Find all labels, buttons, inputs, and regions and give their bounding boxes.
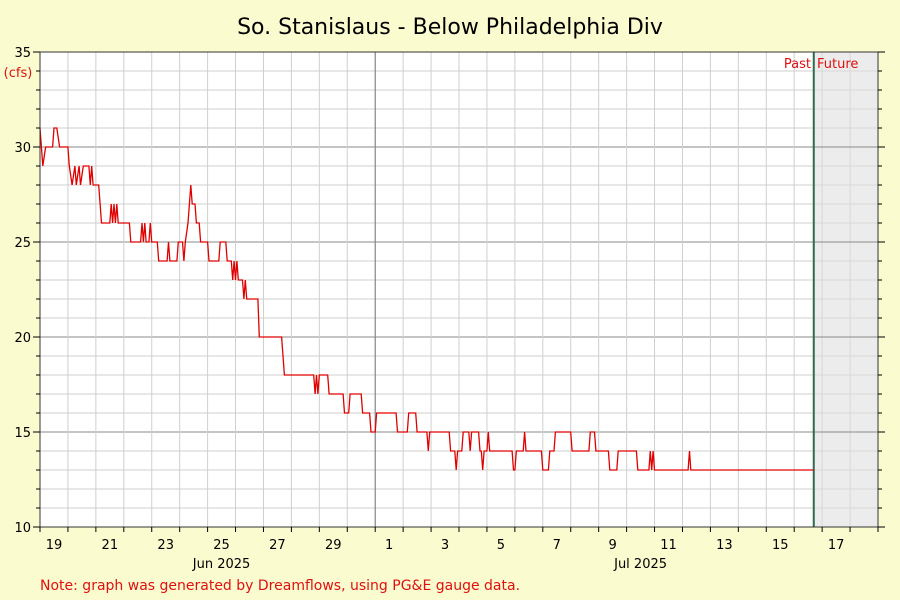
series-line: [39, 127, 814, 471]
x-tick-label: 7: [553, 538, 561, 553]
chart-title: So. Stanislaus - Below Philadelphia Div: [237, 15, 663, 40]
flow-series: [39, 127, 814, 471]
future-shading: [813, 52, 878, 527]
x-tick-label: 13: [716, 538, 733, 553]
x-tick-label: 21: [102, 538, 119, 553]
x-tick-label: 25: [213, 538, 230, 553]
x-tick-label: 17: [828, 538, 845, 553]
x-tick-label: 15: [772, 538, 789, 553]
y-tick-label: 35: [14, 46, 31, 61]
y-tick-label: 30: [14, 141, 31, 156]
x-tick-label: 11: [660, 538, 677, 553]
x-tick-label: 1: [385, 538, 393, 553]
y-tick-label: 10: [14, 521, 31, 536]
x-tick-label: 19: [46, 538, 63, 553]
month-label: Jun 2025: [192, 557, 251, 572]
x-tick-label: 3: [441, 538, 449, 553]
y-tick-label: 25: [14, 236, 31, 251]
x-tick-label: 9: [608, 538, 616, 553]
x-tick-label: 23: [157, 538, 174, 553]
x-tick-label: 27: [269, 538, 286, 553]
future-region: [812, 51, 879, 528]
footnote: Note: graph was generated by Dreamflows,…: [40, 578, 520, 594]
y-axis-unit-label: (cfs): [4, 66, 33, 81]
x-tick-label: 29: [325, 538, 342, 553]
month-label: Jul 2025: [613, 557, 667, 572]
y-tick-label: 20: [14, 331, 31, 346]
x-tick-label: 5: [497, 538, 505, 553]
y-tick-label: 15: [14, 426, 31, 441]
future-label: Future: [817, 57, 858, 72]
past-label: Past: [784, 57, 811, 72]
